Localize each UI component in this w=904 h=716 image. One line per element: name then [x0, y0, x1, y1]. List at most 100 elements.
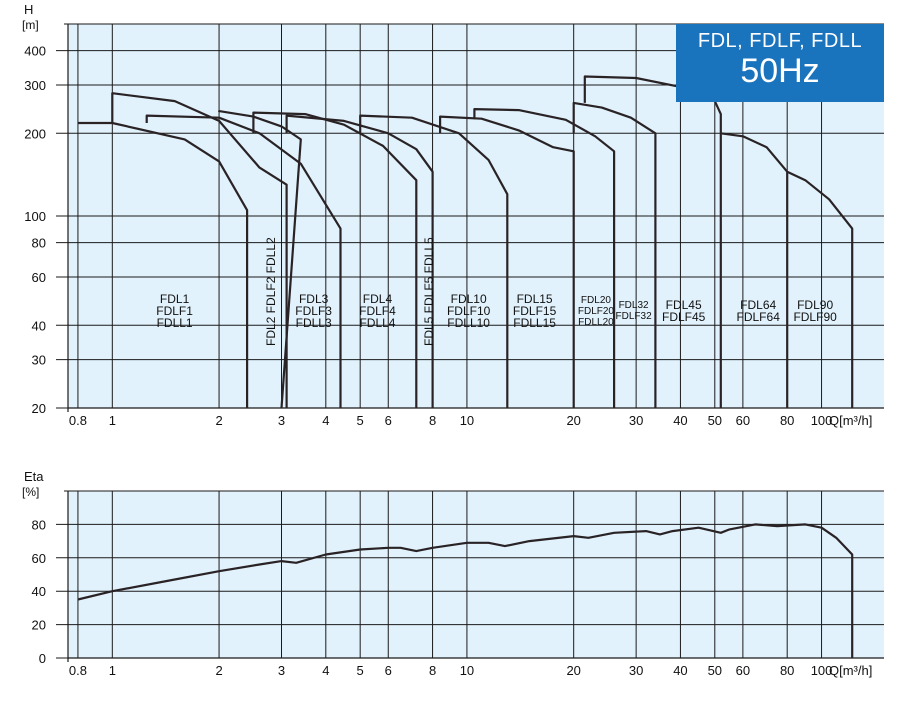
series-label-line: FDL4 [362, 292, 393, 307]
series-label-line: FDLF4 [359, 304, 396, 319]
y-axis-unit: [m] [22, 18, 39, 32]
series-label-line: FDLL1 [156, 316, 193, 331]
x-tick-label: 0.8 [69, 413, 87, 428]
series-label-line: FDLF45 [661, 310, 706, 325]
x-tick-label: 6 [385, 413, 392, 428]
curve-line [111, 92, 288, 408]
y-tick-label: 80 [32, 236, 46, 251]
efficiency-chart: 0.8 1 2 3 4 5 6 8 10 20 30 40 50 60 80 100 0 20 40 60 80 Eta[… [22, 469, 884, 678]
series-label-line: FDL32 [618, 300, 649, 312]
x-axis-title: Q[m³/h] [829, 663, 872, 678]
x-tick-label: 40 [673, 663, 687, 678]
series-label-line: FDLL4 [359, 316, 396, 331]
x-tick-label: 3 [278, 663, 285, 678]
x-tick-label: 100 [811, 413, 833, 428]
series-label: FDL3 FDLF3 FDLL3 [295, 293, 332, 329]
curve-line [218, 110, 302, 409]
y-axis-title: Eta [24, 469, 44, 484]
x-tick-label: 5 [357, 663, 364, 678]
x-tick-label: 60 [736, 413, 750, 428]
series-label: FDL10 FDLF10 FDLL10 [447, 293, 490, 329]
x-tick-label: 50 [708, 663, 722, 678]
curve-line [252, 111, 418, 408]
y-tick-label: 20 [32, 401, 46, 416]
series-label-line: FDLF20 [577, 305, 614, 317]
series-label-line: FDLL10 [447, 316, 490, 331]
series-label: FDL90 FDLF90 [793, 299, 836, 323]
series-label: FDL64 FDLF64 [737, 299, 780, 323]
series-label-line: FDL15 [516, 292, 553, 307]
x-tick-label: 8 [429, 413, 436, 428]
curve-line [572, 101, 657, 408]
x-tick-label: 80 [780, 663, 794, 678]
title-box: FDL, FDLF, FDLL 50Hz [676, 24, 884, 102]
y-tick-label: 100 [24, 209, 46, 224]
series-label-vertical: FDL2 FDLF2 FDLL2 [263, 236, 278, 346]
x-tick-label: 10 [460, 663, 474, 678]
x-tick-label: 1 [109, 663, 116, 678]
x-tick-label: 6 [385, 663, 392, 678]
series-label-line: FDLL15 [513, 316, 556, 331]
curve-line [77, 121, 249, 408]
y-axis-unit: [%] [22, 485, 39, 499]
curve-line [145, 114, 342, 408]
series-label-line: FDL1 [159, 292, 190, 307]
series-label-line: FDLL20 [578, 316, 614, 328]
curve-line [473, 108, 616, 408]
x-tick-label: 0.8 [69, 663, 87, 678]
x-tick-label: 20 [566, 413, 580, 428]
y-tick-label: 40 [32, 318, 46, 333]
series-label-line: FDL90 [797, 298, 834, 313]
x-axis-title: Q[m³/h] [829, 413, 872, 428]
x-tick-label: 2 [215, 663, 222, 678]
x-tick-label: 10 [460, 413, 474, 428]
y-tick-label: 400 [24, 44, 46, 59]
x-tick-label: 8 [429, 663, 436, 678]
curve-line [77, 523, 854, 658]
curve-line [720, 132, 789, 408]
y-tick-label: 0 [39, 651, 46, 666]
series-label-line: FDLF64 [736, 310, 780, 325]
y-tick-label: 60 [32, 551, 46, 566]
x-tick-label: 3 [278, 413, 285, 428]
series-label-vertical: FDL5 FDLF5 FDLL5 [421, 236, 436, 346]
x-tick-label: 40 [673, 413, 687, 428]
series-label-line: FDLF15 [512, 304, 557, 319]
y-tick-label: 300 [24, 78, 46, 93]
series-label-line: FDL45 [665, 298, 702, 313]
curve-line [285, 114, 434, 408]
x-tick-label: 50 [708, 413, 722, 428]
series-label-line: FDL10 [450, 292, 487, 307]
series-label-line: FDLF10 [446, 304, 491, 319]
curve-line [439, 115, 575, 408]
series-label: FDL15 FDLF15 FDLL15 [513, 293, 556, 329]
series-label: FDL4 FDLF4 FDLL4 [359, 293, 396, 329]
curve-line [359, 114, 509, 408]
series-label: FDL32 FDLF32 [616, 300, 652, 322]
series-label: FDL1 FDLF1 FDLL1 [156, 293, 193, 329]
x-tick-label: 20 [566, 663, 580, 678]
series-label-line: FDLF1 [156, 304, 193, 319]
y-tick-label: 20 [32, 618, 46, 633]
series-label-line: FDLF90 [793, 310, 837, 325]
x-tick-label: 60 [736, 663, 750, 678]
y-tick-label: 80 [32, 517, 46, 532]
x-tick-label: 2 [215, 413, 222, 428]
series-label-line: FDLF3 [295, 304, 332, 319]
x-tick-label: 30 [629, 663, 643, 678]
x-tick-label: 1 [109, 413, 116, 428]
plot-background [68, 491, 884, 658]
x-tick-label: 4 [322, 413, 329, 428]
y-tick-label: 200 [24, 126, 46, 141]
series-label-line: FDL3 [298, 292, 329, 307]
series-label: FDL20 FDLF20 FDLL20 [578, 295, 614, 328]
series-label-line: FDL20 [580, 294, 611, 306]
x-tick-label: 100 [811, 663, 833, 678]
y-tick-label: 40 [32, 584, 46, 599]
series-label-line: FDLF32 [615, 311, 652, 323]
y-tick-label: 60 [32, 270, 46, 285]
y-tick-label: 30 [32, 353, 46, 368]
x-tick-label: 4 [322, 663, 329, 678]
